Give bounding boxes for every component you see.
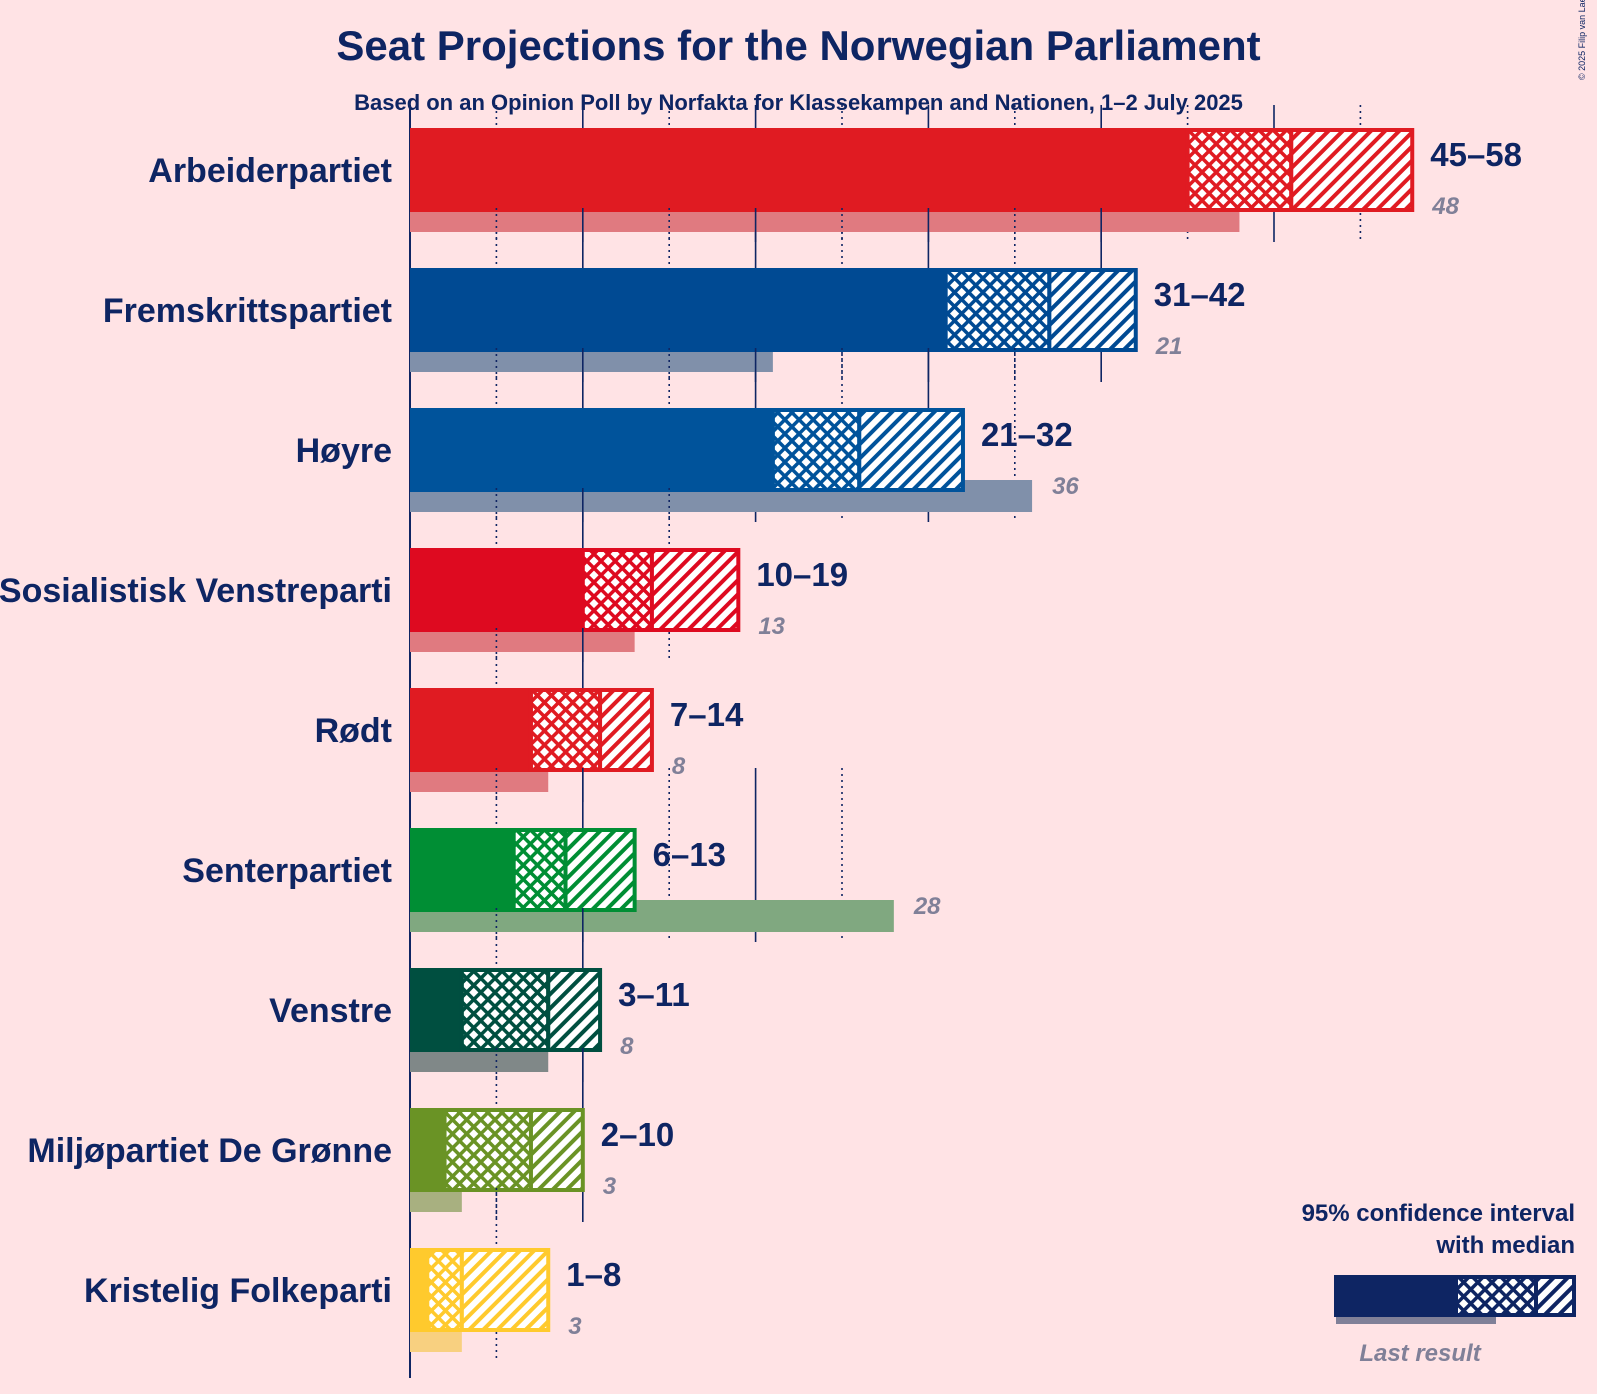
bar-solid — [410, 968, 462, 1052]
ci-upper-half — [546, 968, 603, 1052]
party-name: Miljøpartiet De Grønne — [27, 1132, 392, 1170]
ci-upper-half — [528, 1108, 585, 1192]
bar-solid — [410, 408, 773, 492]
ci-upper-half — [459, 1248, 551, 1332]
ci-lower-half — [442, 1108, 533, 1192]
range-label: 2–10 — [601, 1116, 674, 1153]
ci-lower-half — [425, 1248, 464, 1332]
range-label: 45–58 — [1430, 136, 1522, 173]
bar-solid — [410, 268, 946, 352]
range-label: 31–42 — [1154, 276, 1246, 313]
range-label: 3–11 — [618, 976, 690, 1013]
party-row: Høyre 21–32 36 — [296, 348, 1079, 522]
bar-solid — [410, 1248, 428, 1332]
party-name: Senterpartiet — [182, 852, 392, 890]
range-label: 6–13 — [653, 836, 726, 873]
party-name: Sosialistisk Venstreparti — [0, 572, 392, 610]
bar-solid — [410, 688, 531, 772]
legend-ci-lower — [1454, 1275, 1538, 1317]
range-label: 21–32 — [981, 416, 1073, 453]
party-name: Kristelig Folkeparti — [84, 1272, 392, 1310]
party-name: Venstre — [269, 992, 392, 1030]
ci-upper-half — [563, 828, 637, 912]
legend-title-line1: 95% confidence interval — [1301, 1200, 1575, 1227]
party-row: Arbeiderpartiet 45–58 48 — [148, 105, 1522, 242]
party-name: Høyre — [296, 432, 392, 470]
last-result-label: 8 — [672, 753, 686, 780]
bar-solid — [410, 548, 583, 632]
last-result-label: 28 — [913, 893, 941, 920]
party-row: Sosialistisk Venstreparti 10–19 13 — [0, 488, 848, 662]
party-row: Senterpartiet 6–13 28 — [182, 768, 941, 942]
party-name: Rødt — [315, 712, 392, 750]
legend-solid-bar — [1334, 1275, 1456, 1317]
party-row: Miljøpartiet De Grønne 2–10 3 — [27, 1048, 674, 1222]
ci-lower-half — [528, 688, 603, 772]
last-result-label: 3 — [568, 1313, 582, 1340]
range-label: 1–8 — [566, 1256, 621, 1293]
ci-lower-half — [770, 408, 862, 492]
legend-title: 95% confidence interval with median — [1235, 1198, 1575, 1262]
party-row: Rødt 7–14 8 — [315, 628, 744, 802]
bar-solid — [410, 828, 514, 912]
party-name: Arbeiderpartiet — [148, 152, 392, 190]
legend-last-result-label: Last result — [1359, 1340, 1481, 1367]
legend-title-line2: with median — [1436, 1232, 1575, 1259]
ci-upper-half — [1047, 268, 1138, 352]
last-result-label: 48 — [1431, 193, 1459, 220]
party-row: Kristelig Folkeparti 1–8 3 — [84, 1188, 621, 1362]
ci-lower-half — [1185, 128, 1294, 212]
ci-lower-half — [459, 968, 551, 1052]
last-result-label: 13 — [758, 613, 785, 640]
bar-solid — [410, 128, 1188, 212]
last-result-label: 36 — [1052, 473, 1079, 500]
ci-lower-half — [580, 548, 654, 632]
ci-upper-half — [857, 408, 965, 492]
ci-upper-half — [598, 688, 654, 772]
ci-lower-half — [511, 828, 568, 912]
chart-title: Seat Projections for the Norwegian Parli… — [336, 22, 1261, 69]
last-result-label: 8 — [620, 1033, 634, 1060]
legend-swatch — [1334, 1275, 1576, 1324]
party-row: Venstre 3–11 8 — [269, 908, 690, 1082]
bar-solid — [410, 1108, 445, 1192]
range-label: 7–14 — [670, 696, 744, 733]
last-result-label: 21 — [1155, 333, 1183, 360]
ci-lower-half — [943, 268, 1052, 352]
legend-ci-upper — [1534, 1275, 1576, 1317]
last-result-label: 3 — [603, 1173, 617, 1200]
range-label: 10–19 — [756, 556, 848, 593]
party-name: Fremskrittspartiet — [103, 292, 392, 330]
ci-upper-half — [1289, 128, 1415, 212]
chart-subtitle: Based on an Opinion Poll by Norfakta for… — [354, 90, 1243, 115]
party-row: Fremskrittspartiet 31–42 21 — [103, 208, 1246, 382]
ci-upper-half — [649, 548, 741, 632]
